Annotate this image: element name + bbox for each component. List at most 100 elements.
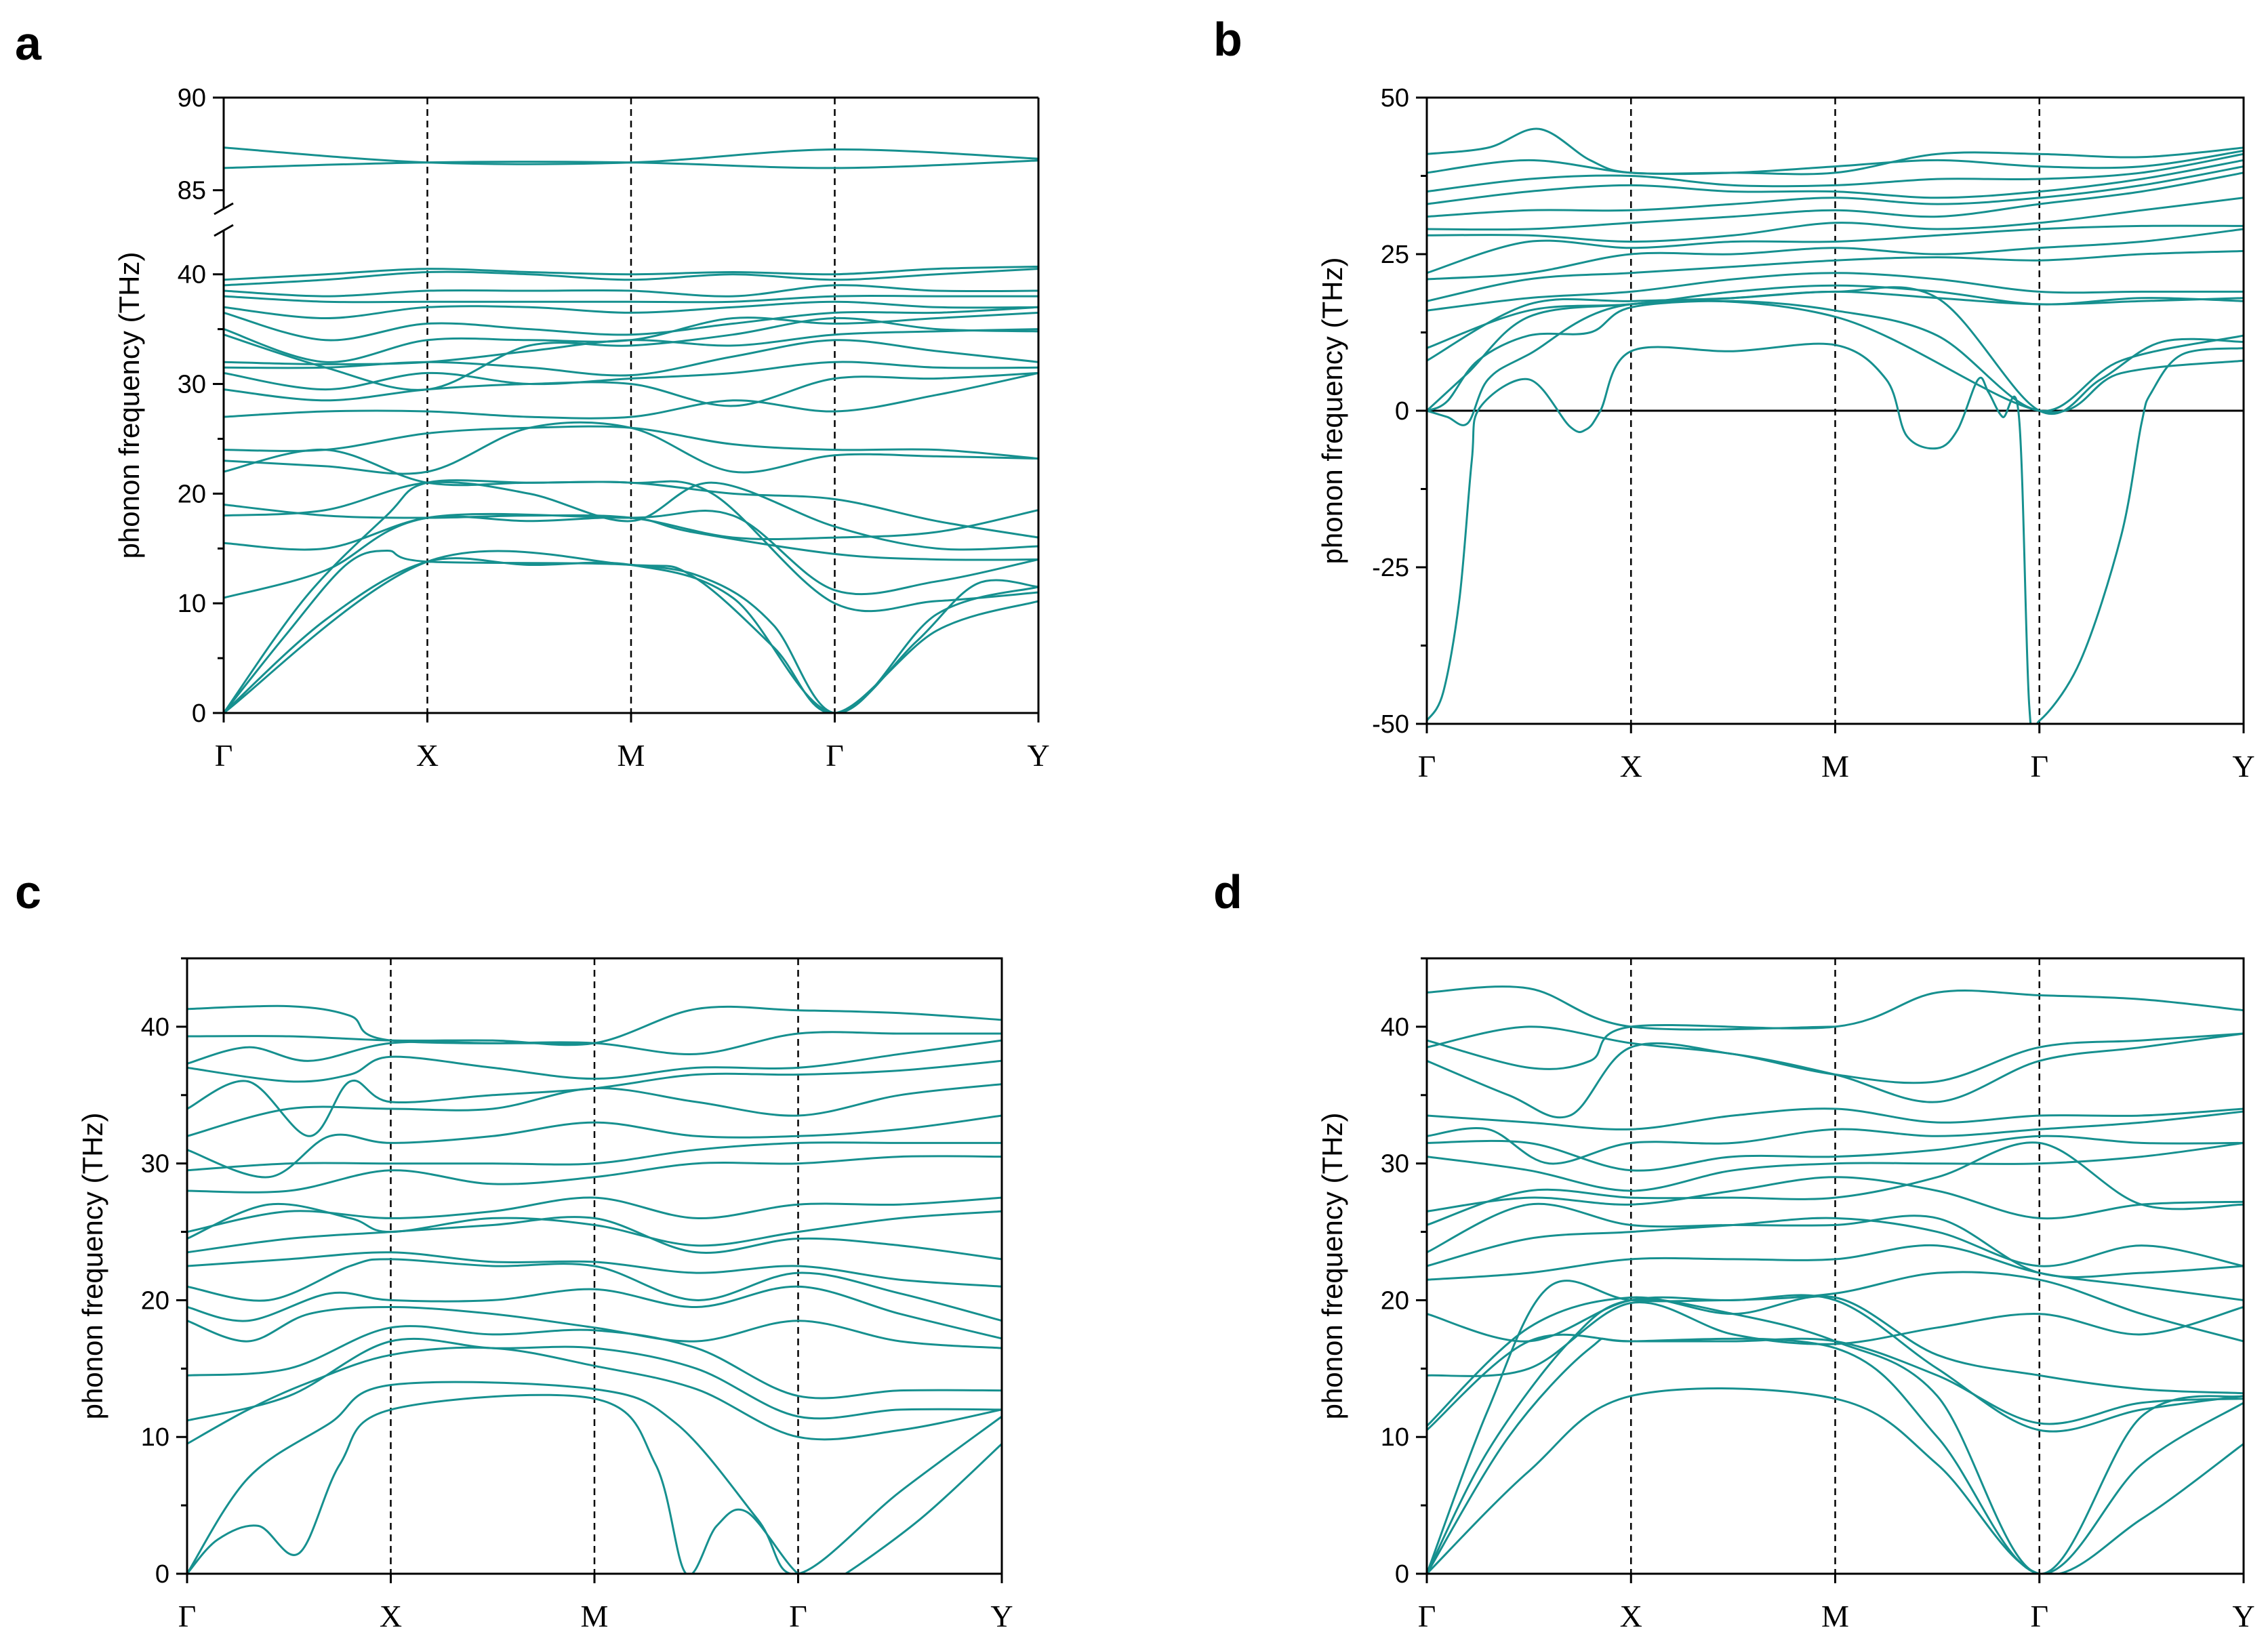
- x-tick-label: Γ: [1418, 749, 1436, 783]
- phonon-band: [187, 1346, 1002, 1445]
- y-tick-label: 20: [141, 1286, 169, 1315]
- phonon-band: [187, 1141, 1002, 1172]
- phonon-band: [1427, 1280, 2244, 1574]
- phonon-band: [187, 1059, 1002, 1137]
- phonon-band: [224, 317, 1038, 391]
- y-tick-label: 20: [1381, 1286, 1409, 1315]
- y-tick-label: 85: [178, 177, 206, 205]
- y-tick-label: 30: [178, 371, 206, 399]
- phonon-band: [187, 1258, 1002, 1322]
- phonon-band: [224, 504, 1038, 541]
- phonon-band: [187, 1216, 1002, 1261]
- x-tick-label: X: [1620, 1599, 1642, 1633]
- x-tick-label: Γ: [178, 1599, 197, 1633]
- y-axis-title: phonon frequency (THz): [1316, 258, 1348, 565]
- phonon-band: [224, 294, 1038, 304]
- phonon-band: [224, 268, 1038, 287]
- phonon-band: [187, 1381, 1002, 1574]
- phonon-band: [1427, 1333, 2244, 1431]
- phonon-band: [224, 361, 1038, 391]
- phonon-band: [1427, 1298, 2244, 1574]
- phonon-band: [1427, 150, 2244, 176]
- x-tick-label: Γ: [826, 738, 844, 773]
- phonon-band: [1427, 1244, 2244, 1301]
- phonon-band: [1427, 224, 2244, 274]
- y-tick-label: 25: [1381, 241, 1409, 269]
- axis-break-mark: [214, 202, 234, 237]
- x-tick-label: Γ: [215, 738, 233, 773]
- y-tick-label: 10: [178, 590, 206, 618]
- phonon-band: [1427, 1217, 2244, 1267]
- phonon-band: [1427, 342, 2244, 724]
- y-tick-label: 40: [178, 261, 206, 289]
- x-tick-label: M: [1821, 749, 1849, 783]
- phonon-band: [1427, 152, 2244, 193]
- phonon-band: [1427, 165, 2244, 218]
- band-group: [1427, 127, 2244, 724]
- phonon-band: [224, 549, 1038, 713]
- phonon-band: [1427, 284, 2244, 350]
- phonon-band: [1427, 1141, 2244, 1192]
- x-tick-label: Γ: [789, 1599, 807, 1633]
- y-tick-label: 30: [141, 1150, 169, 1179]
- phonon-band: [187, 1306, 1002, 1349]
- y-tick-label: 0: [1395, 397, 1409, 426]
- panel-letter: d: [1213, 865, 1242, 918]
- phonon-band: [224, 265, 1038, 281]
- phonon-band: [187, 1393, 1002, 1574]
- phonon-band: [1427, 159, 2244, 205]
- phonon-band: [224, 300, 1038, 319]
- phonon-band: [187, 1114, 1002, 1179]
- y-axis-title: phonon frequency (THz): [77, 1113, 108, 1420]
- phonon-band: [224, 481, 1038, 551]
- panel-letter: a: [15, 17, 42, 70]
- x-tick-label: Y: [2232, 1599, 2254, 1633]
- phonon-band: [1427, 127, 2244, 176]
- phonon-band: [187, 1202, 1002, 1247]
- y-tick-label: 20: [178, 480, 206, 508]
- phonon-band: [1427, 1110, 2244, 1165]
- phonon-band: [224, 550, 1038, 713]
- x-tick-label: X: [380, 1599, 402, 1633]
- band-group: [224, 146, 1038, 713]
- phonon-band: [1427, 1271, 2244, 1343]
- phonon-band: [1427, 197, 2244, 243]
- phonon-band: [187, 1337, 1002, 1422]
- x-tick-label: M: [1821, 1599, 1849, 1633]
- x-tick-label: M: [581, 1599, 609, 1633]
- phonon-band: [187, 1004, 595, 1044]
- phonon-band: [1427, 272, 2244, 312]
- panel-letter: c: [15, 865, 41, 918]
- x-tick-label: Γ: [2030, 749, 2048, 783]
- phonon-band: [187, 1325, 1002, 1400]
- y-tick-label: 40: [1381, 1013, 1409, 1042]
- phonon-band: [224, 306, 1038, 342]
- phonon-band: [1427, 985, 1836, 1031]
- phonon-band: [224, 284, 1038, 298]
- x-tick-label: Y: [1027, 738, 1049, 773]
- phonon-band: [187, 1285, 1002, 1340]
- phonon-band: [1427, 1135, 2244, 1172]
- phonon-band: [1427, 1202, 2244, 1278]
- phonon-band: [187, 1155, 1002, 1194]
- phonon-band: [1427, 1295, 2244, 1427]
- phonon-band: [1427, 1141, 2244, 1226]
- phonon-band: [224, 159, 1038, 169]
- phonon-band: [1427, 1337, 2244, 1574]
- y-tick-label: 90: [178, 84, 206, 113]
- phonon-band: [224, 425, 1038, 460]
- phonon-band: [187, 1251, 1002, 1288]
- x-tick-label: X: [1620, 749, 1642, 783]
- x-tick-label: M: [617, 738, 645, 773]
- y-tick-label: -25: [1372, 554, 1409, 582]
- phonon-band: [1427, 171, 2244, 231]
- phonon-band: [1427, 290, 2244, 362]
- x-tick-label: Y: [2232, 749, 2254, 783]
- y-tick-label: -50: [1372, 710, 1409, 739]
- phonon-band: [1427, 228, 2244, 281]
- x-tick-label: Γ: [1418, 1599, 1436, 1633]
- y-tick-label: 50: [1381, 84, 1409, 113]
